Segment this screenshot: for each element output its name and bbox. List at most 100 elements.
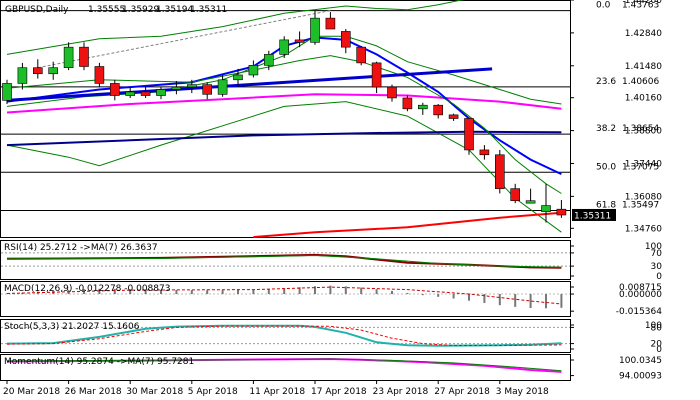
candle	[371, 61, 382, 94]
candle	[525, 188, 536, 204]
candle	[402, 95, 413, 112]
candle-body	[479, 149, 490, 156]
macd-signal-line	[6, 286, 562, 305]
candle-body	[94, 66, 105, 84]
candle-body	[494, 154, 505, 189]
main-pane-frame	[0, 0, 571, 238]
last-price-label: 1.35311	[574, 211, 611, 221]
candle	[325, 12, 336, 30]
candle	[464, 118, 474, 155]
candle	[387, 84, 397, 102]
fib-level-label: 61.8	[596, 200, 616, 210]
candle-body	[248, 64, 259, 76]
fib-level-label: 23.6	[596, 77, 616, 87]
ohlc-high: 1.35929	[122, 5, 159, 15]
indicator-line-2	[6, 325, 562, 346]
fib-level-value: 1.38654	[622, 124, 659, 134]
candle-body	[556, 208, 567, 216]
candle	[494, 149, 505, 194]
moving-average-line-1	[6, 130, 562, 147]
candle	[433, 103, 444, 119]
candle-body	[510, 188, 521, 202]
candle	[279, 36, 290, 59]
candle-body	[263, 54, 274, 66]
date-tick-label: 30 Mar 2018	[126, 387, 183, 397]
date-tick-label: 23 Apr 2018	[373, 387, 429, 397]
price-tick-label: 1.34760	[625, 224, 662, 234]
indicator-tick-label: 80	[651, 323, 663, 333]
indicator-momentum: Momentum(14) 95.2874 ->MA(7) 95.7281 100.…	[4, 356, 662, 382]
candle-body	[79, 46, 89, 67]
indicator-tick-label: 0	[656, 345, 662, 355]
price-tick-label: 1.36080	[625, 192, 662, 202]
bollinger-upper-line	[6, 0, 464, 55]
candle-body	[140, 91, 151, 96]
indicator-tick-label: 0.000000	[619, 290, 662, 300]
chart-title: GBPUSD,Daily	[5, 5, 69, 15]
candle-body	[525, 200, 536, 204]
ohlc-low: 1.35194	[156, 5, 193, 15]
indicator-header: Momentum(14) 95.2874 ->MA(7) 95.7281	[4, 357, 194, 367]
candle	[187, 79, 197, 94]
candle-body	[125, 91, 135, 96]
candle	[479, 145, 490, 160]
candle	[79, 42, 89, 71]
price-tick-label: 1.42840	[625, 29, 662, 39]
indicator-pane-frame-stoch	[0, 319, 571, 353]
candle-body	[371, 62, 382, 88]
candle-body	[279, 39, 290, 55]
date-tick-label: 20 Mar 2018	[3, 387, 60, 397]
fib-level-value: 1.40606	[622, 77, 659, 87]
candle-body	[325, 17, 336, 30]
indicator-header: MACD(12,26,9) -0.012278 -0.008873	[4, 284, 170, 294]
candle	[156, 87, 166, 100]
fib-level-value: 1.35497	[622, 200, 659, 210]
candle	[217, 74, 228, 97]
candle	[94, 62, 105, 88]
candle	[541, 183, 551, 223]
candle-body	[310, 17, 320, 43]
date-tick-label: 11 Apr 2018	[249, 387, 305, 397]
candle	[171, 81, 182, 95]
candle-body	[294, 39, 305, 43]
candle-body	[402, 97, 413, 110]
candle-body	[356, 46, 367, 64]
candle-body	[32, 67, 43, 75]
candle-body	[187, 84, 197, 88]
indicator-tick-label: 30	[651, 262, 663, 272]
indicator-tick-label: 0.008715	[619, 283, 662, 293]
indicator-tick-label: -0.015364	[616, 307, 662, 317]
candle	[32, 59, 43, 79]
candle-body	[2, 83, 12, 101]
candle	[263, 50, 274, 71]
candle	[125, 87, 135, 98]
candle-body	[541, 205, 551, 212]
last-price-marker	[572, 208, 616, 221]
candle	[340, 29, 351, 54]
date-tick-label: 26 Mar 2018	[65, 387, 122, 397]
candle-body	[63, 46, 74, 69]
candle	[417, 102, 428, 115]
ohlc-open: 1.35555	[88, 5, 125, 15]
price-tick-label: 1.41480	[625, 62, 662, 72]
candle	[310, 10, 320, 45]
candle-body	[171, 86, 182, 90]
indicator-tick-label: 100	[645, 242, 662, 252]
moving-average-line-5	[253, 211, 562, 238]
indicator-line-2	[6, 358, 562, 372]
candle-body	[17, 67, 28, 84]
candle	[140, 85, 151, 98]
indicator-tick-label: 100	[645, 321, 662, 331]
price-tick-label: 1.37440	[625, 159, 662, 169]
fib-level-value: 1.43763	[622, 1, 659, 11]
candle-body	[233, 74, 243, 81]
indicator-macd: MACD(12,26,9) -0.012278 -0.008873 0.00871…	[1, 283, 662, 317]
indicator-tick-label: 100.0345	[619, 356, 662, 366]
indicator-tick-label: 94.00093	[619, 372, 662, 382]
indicator-tick-label: 70	[651, 249, 663, 259]
fib-level-label: 38.2	[596, 124, 616, 134]
date-tick-label: 27 Apr 2018	[434, 387, 490, 397]
price-tick-label: 1.38800	[625, 127, 662, 137]
